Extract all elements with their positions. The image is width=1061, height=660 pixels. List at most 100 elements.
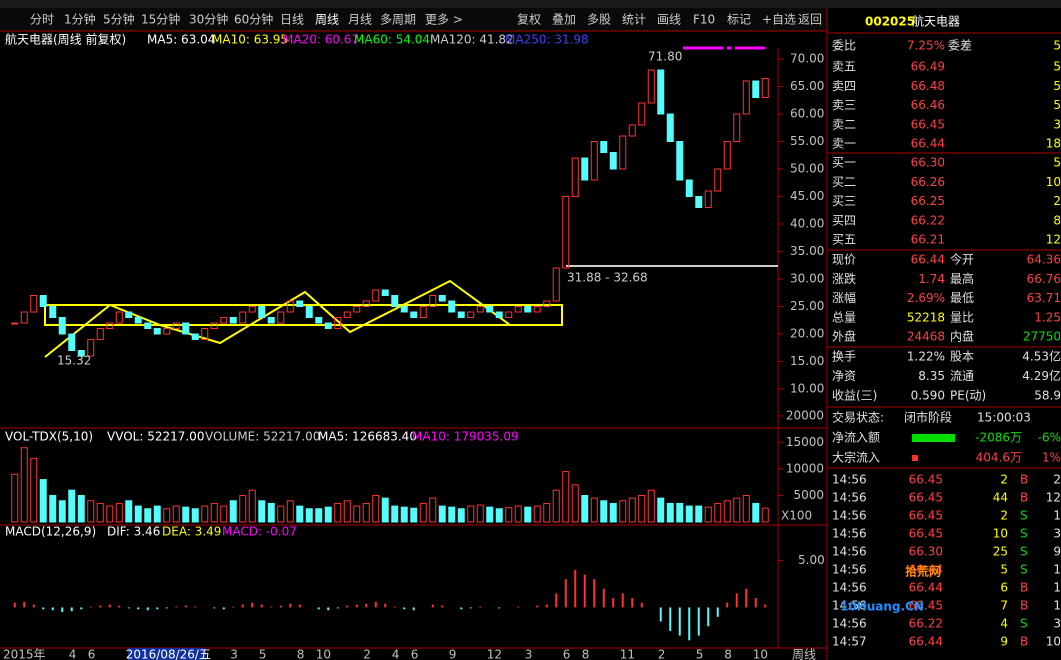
y-tick-label: 15.00	[790, 354, 824, 368]
candle	[410, 311, 418, 318]
period-tab[interactable]: 日线	[280, 13, 304, 27]
toolbar-button[interactable]: 统计	[622, 13, 646, 27]
stat-label: 净资	[832, 369, 856, 383]
volume-label: VOLUME: 52217.00	[205, 430, 320, 444]
stat-value: 66.44	[911, 253, 945, 267]
trade-volume: 6	[1000, 581, 1008, 595]
candle	[695, 196, 703, 208]
candle	[182, 322, 190, 335]
ma-label: MA60: 54.04	[354, 33, 430, 47]
volume-bar	[362, 502, 370, 523]
candle	[286, 300, 294, 313]
x-tick-label: 2016/08/26/五	[126, 648, 211, 660]
volume-bar	[372, 494, 380, 523]
candle	[600, 141, 608, 153]
candle	[448, 300, 456, 313]
candle	[229, 317, 237, 324]
top-strip	[0, 0, 1061, 8]
volume-bar	[20, 447, 28, 523]
stat-value: 2.69%	[907, 291, 945, 305]
book-volume: 5	[1053, 79, 1061, 93]
trade-time: 14:56	[832, 527, 867, 541]
volume-bar	[172, 505, 180, 523]
macd-label: MACD(12,26,9)	[5, 525, 96, 539]
value: 7.25%	[907, 39, 945, 53]
candle	[96, 328, 104, 340]
trade-side: B	[1020, 599, 1028, 613]
y-tick-label: 60.00	[790, 107, 824, 121]
volume-bar	[220, 505, 228, 523]
candle	[505, 311, 513, 318]
book-volume: 5	[1053, 60, 1061, 74]
stat-label: 最低	[950, 291, 974, 305]
toolbar-button[interactable]: 复权	[517, 13, 541, 27]
ma-label: MA5: 63.04	[147, 33, 215, 47]
trade-count: 1	[1053, 509, 1061, 523]
toolbar-button[interactable]: 标记	[727, 13, 751, 27]
book-price: 66.30	[911, 156, 945, 170]
volume-bar	[49, 494, 57, 523]
trade-count: 9	[1053, 545, 1061, 559]
volume-bar	[543, 502, 551, 523]
toolbar-button[interactable]: 画线	[657, 13, 681, 27]
period-tab[interactable]: 更多 >	[425, 13, 463, 27]
x-tick-label: 10	[316, 648, 331, 660]
book-price: 66.45	[911, 117, 945, 131]
candle	[467, 311, 475, 318]
volume-bar	[96, 502, 104, 523]
toolbar-button[interactable]: 叠加	[552, 13, 576, 27]
candle	[619, 135, 627, 170]
stat-value: 52218	[907, 310, 945, 324]
period-tab[interactable]: 分时	[30, 13, 54, 27]
volume-bar	[457, 508, 465, 523]
period-tab[interactable]: 多周期	[380, 13, 416, 27]
volume-bar	[429, 497, 437, 523]
toolbar-button[interactable]: F10	[693, 13, 715, 27]
trade-volume: 2	[1000, 509, 1008, 523]
flow-label: 净流入额	[832, 431, 880, 445]
watermark: 10Huang.CN	[840, 600, 924, 614]
period-tab[interactable]: 周线	[315, 13, 339, 27]
trade-time: 14:57	[832, 635, 867, 649]
book-price: 66.26	[911, 175, 945, 189]
toolbar-button[interactable]: 多股	[587, 13, 611, 27]
stat-value: 4.53亿	[1022, 349, 1061, 364]
volume-bar	[334, 502, 342, 523]
flow-pct: -6%	[1038, 431, 1061, 445]
period-tab[interactable]: 15分钟	[141, 12, 180, 27]
candle	[733, 113, 741, 142]
period-tab[interactable]: 60分钟	[234, 12, 273, 27]
candle	[752, 80, 760, 98]
candle	[239, 311, 247, 324]
candle	[220, 317, 228, 324]
stock-code: 002025	[865, 15, 915, 29]
trade-time: 14:56	[832, 563, 867, 577]
book-volume: 5	[1053, 98, 1061, 112]
status-value: 闭市阶段	[904, 410, 952, 425]
volume-bar	[30, 457, 38, 523]
toolbar-button[interactable]: 返回	[798, 13, 822, 27]
period-tab[interactable]: 月线	[348, 13, 372, 27]
volume-bar	[609, 502, 617, 523]
trade-time: 14:56	[832, 581, 867, 595]
candle	[125, 311, 133, 318]
period-tab[interactable]: 5分钟	[103, 12, 135, 27]
box-drawing	[44, 304, 563, 326]
stat-value: 4.29亿	[1022, 368, 1061, 383]
x-tick-label: 2	[363, 648, 371, 660]
trade-price: 66.45	[909, 599, 943, 613]
value: 5	[1053, 39, 1061, 53]
volume-bar	[619, 500, 627, 523]
candle	[495, 311, 503, 318]
candle	[315, 317, 323, 324]
period-tab[interactable]: 1分钟	[64, 12, 96, 27]
x-tick-label: 4	[392, 648, 400, 660]
toolbar-button[interactable]: +自选	[762, 13, 796, 27]
period-tab[interactable]: 30分钟	[189, 12, 228, 27]
volume-bar	[182, 506, 190, 523]
y-tick-label: 20000	[786, 408, 824, 422]
volume-bar	[685, 505, 693, 523]
y-tick-label: 45.00	[790, 189, 824, 203]
candle	[400, 306, 408, 313]
